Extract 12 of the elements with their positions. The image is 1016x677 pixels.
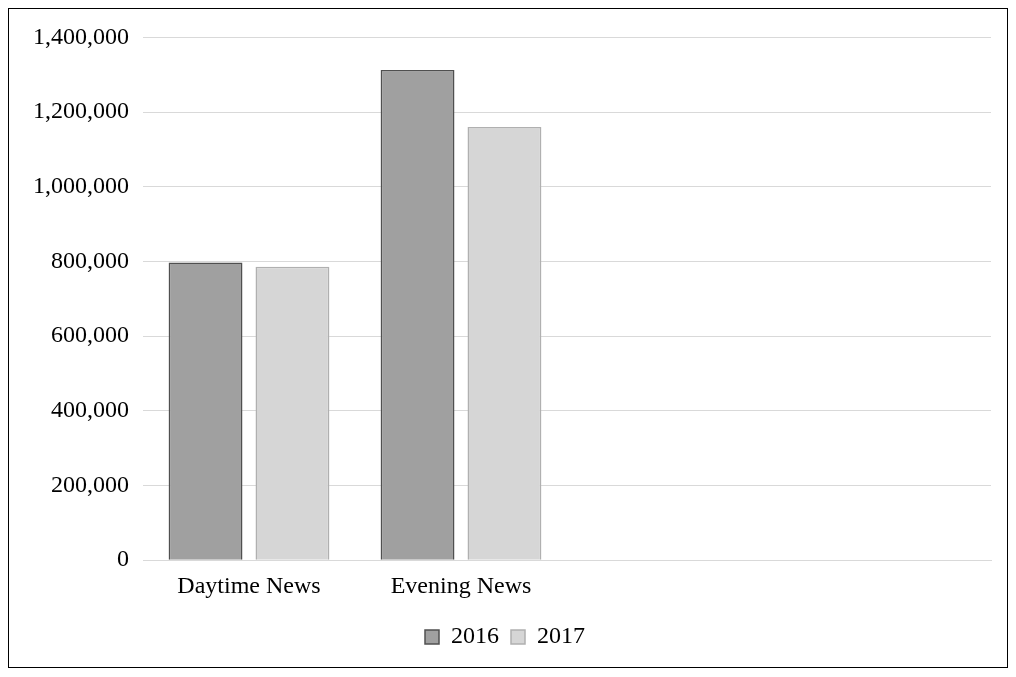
- y-tick-label: 1,200,000: [33, 97, 129, 124]
- y-tick-label: 200,000: [51, 470, 129, 497]
- x-tick-label: Daytime News: [177, 571, 321, 598]
- y-tick-label: 1,000,000: [33, 172, 129, 199]
- legend-label: 2017: [537, 622, 585, 649]
- x-tick-label: Evening News: [390, 571, 532, 598]
- y-tick-label: 800,000: [51, 246, 129, 273]
- y-tick-label: 400,000: [51, 396, 129, 423]
- y-tick-label: 1,400,000: [33, 22, 129, 49]
- legend-label: 2016: [451, 622, 499, 649]
- y-tick-label: 600,000: [51, 321, 129, 348]
- y-tick-label: 0: [117, 545, 129, 572]
